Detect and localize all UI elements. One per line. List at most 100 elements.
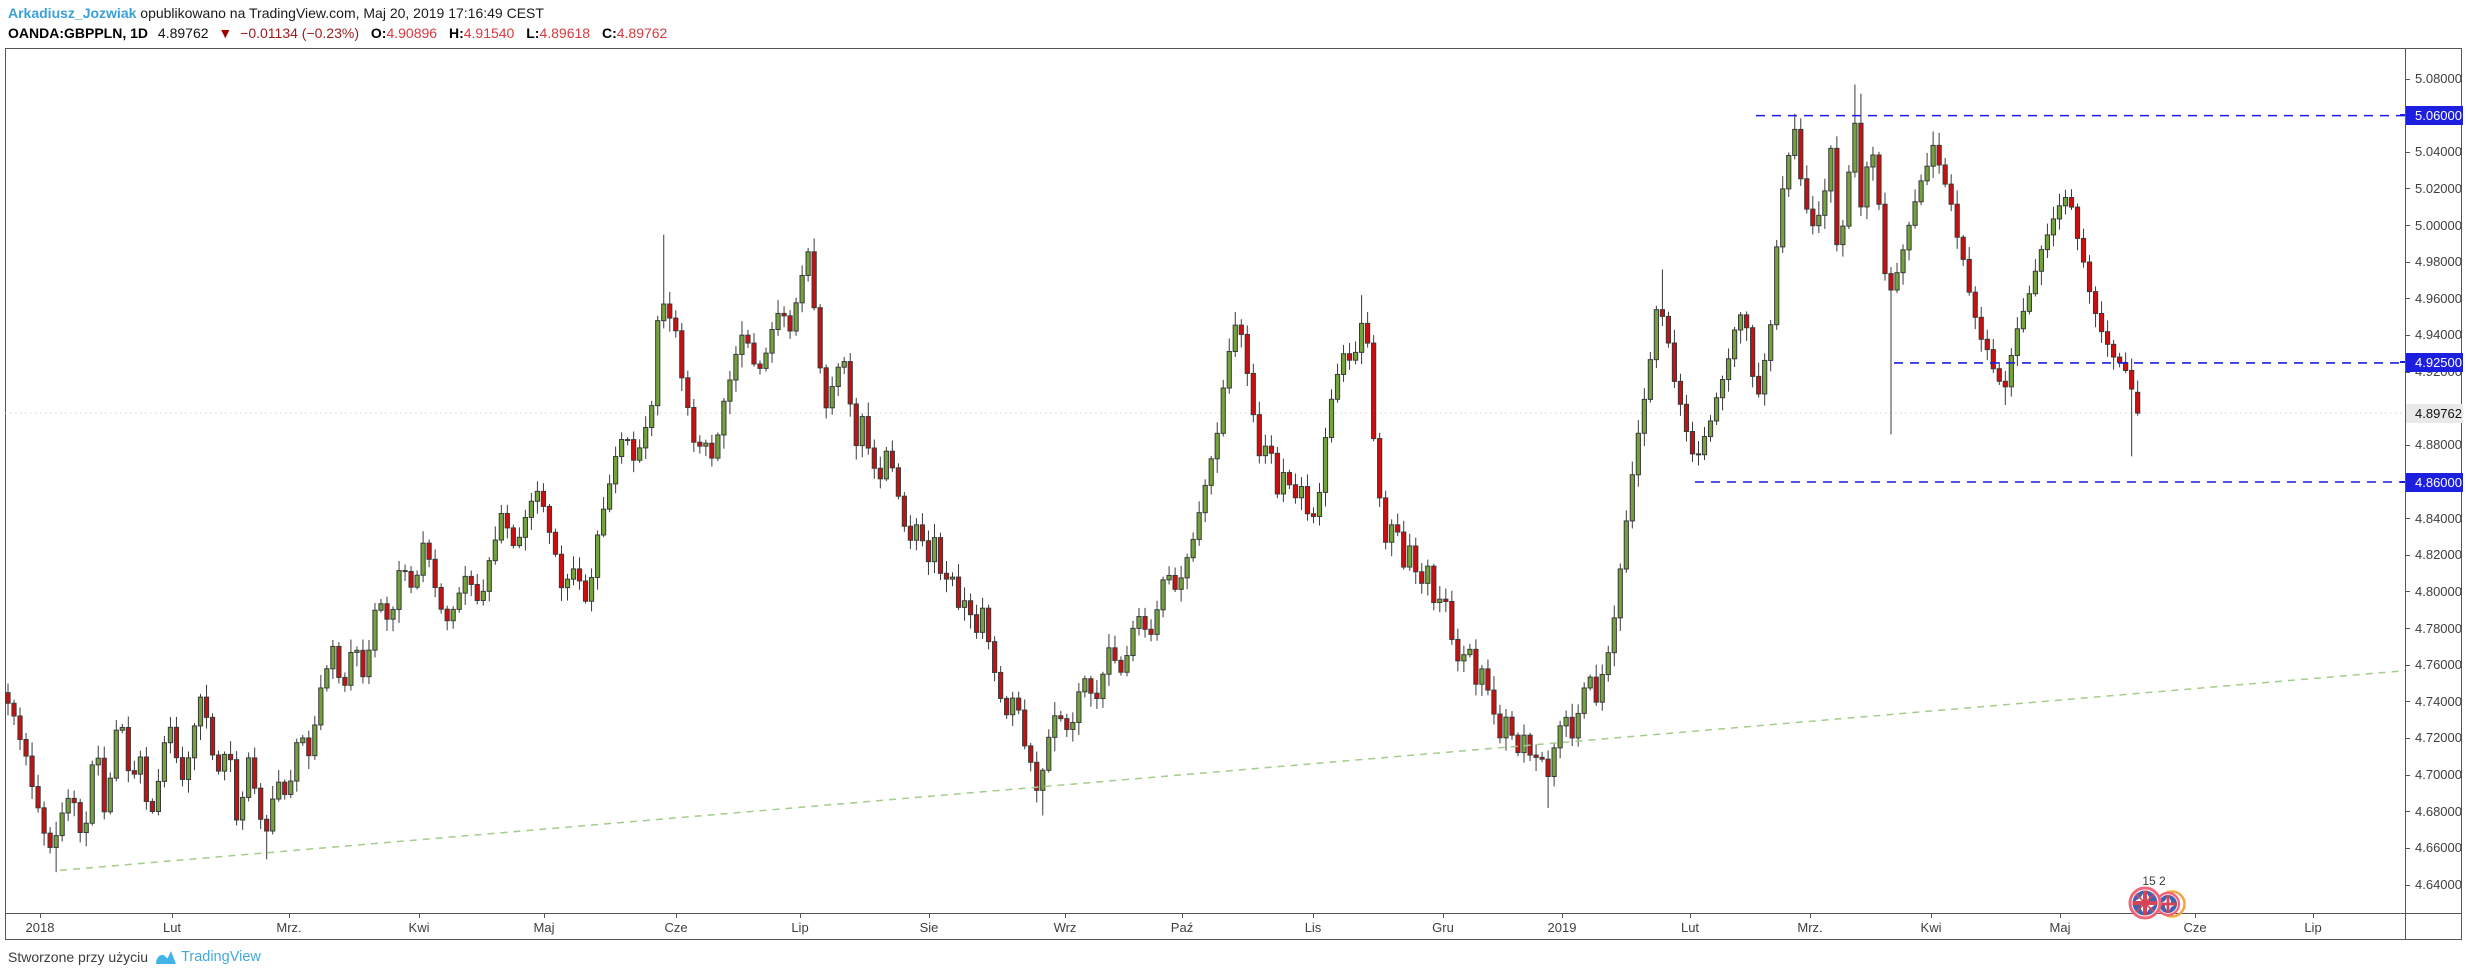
candle-down (1954, 203, 1960, 238)
time-tick (544, 914, 545, 918)
candle-up (2062, 197, 2069, 207)
candle-up (1768, 324, 1774, 361)
candle-up (769, 328, 775, 354)
candle-up (1906, 224, 1912, 251)
candle-down (895, 467, 901, 497)
candle-up (1334, 373, 1341, 400)
high-value: 4.91540 (463, 25, 515, 41)
candle-up (1629, 474, 1635, 522)
candle-down (1533, 754, 1539, 758)
author-link[interactable]: Arkadiusz_Jozwiak (8, 5, 137, 21)
candle-up (793, 302, 799, 332)
candle-up (516, 536, 522, 547)
candle-up (1930, 144, 1936, 167)
price-chart-canvas[interactable] (5, 48, 2405, 913)
candle-up (564, 578, 571, 589)
candle-up (294, 742, 300, 782)
candle-up (1581, 687, 1587, 714)
candle-down (817, 307, 823, 369)
candle-down (1142, 616, 1148, 630)
candle-down (504, 512, 510, 529)
candle-up (1786, 154, 1792, 190)
candle-up (1154, 609, 1160, 635)
close-label: C: (601, 25, 617, 41)
candle-down (384, 603, 390, 620)
candle-up (1389, 524, 1395, 543)
candle-up (1846, 171, 1852, 227)
last-price-value: 4.89762 (157, 25, 209, 41)
candle-up (883, 450, 889, 480)
candle-up (89, 764, 95, 824)
candle-down (751, 342, 757, 365)
candle-down (2002, 380, 2008, 388)
candle-down (203, 696, 210, 718)
candle-up (1792, 128, 1798, 156)
candle-down (1798, 128, 1804, 180)
candle-down (1744, 314, 1750, 329)
candle-up (1070, 721, 1076, 730)
candle-up (1184, 557, 1190, 579)
candle-up (2026, 293, 2032, 312)
candle-up (721, 400, 727, 436)
candle-up (1725, 358, 1732, 381)
price-tick (2406, 554, 2410, 556)
price-tick (2406, 444, 2410, 446)
price-tick-label: 4.66000 (2415, 840, 2462, 856)
candle-up (1106, 647, 1112, 675)
candle-down (35, 786, 41, 809)
candle-up (119, 726, 125, 731)
candle-up (1280, 472, 1286, 495)
tradingview-link[interactable]: TradingView (181, 949, 261, 965)
time-tick (2195, 914, 2196, 918)
price-tick-label: 5.02000 (2415, 180, 2462, 196)
time-tick (1810, 914, 1811, 918)
close-value: 4.89762 (616, 25, 668, 41)
candle-up (1437, 598, 1443, 603)
candle-down (1888, 273, 1894, 291)
price-tick (2406, 151, 2410, 153)
candle-down (787, 315, 793, 332)
price-tick (2406, 811, 2410, 813)
candle-up (655, 320, 661, 407)
time-tick-label: 2018 (25, 920, 55, 935)
candle-up (829, 386, 835, 409)
candle-down (2111, 343, 2117, 358)
candle-down (1966, 258, 1972, 293)
candle-up (979, 607, 986, 633)
candle-up (1160, 579, 1166, 611)
candle-up (1816, 214, 1822, 227)
candle-up (414, 574, 420, 588)
candle-up (1503, 716, 1509, 739)
candle-up (607, 483, 613, 510)
candle-up (1731, 329, 1738, 360)
candle-down (1292, 484, 1299, 499)
candle-down (667, 303, 673, 319)
candle-down (625, 439, 631, 442)
candle-up (1214, 432, 1220, 460)
candle-up (1316, 491, 1323, 517)
candle-down (1665, 315, 1672, 344)
time-axis[interactable]: 2018 Lut Mrz. Kwi Maj Cze Lip Sie Wrz Paź Lis Gru 20… (5, 914, 2405, 940)
candle-up (2014, 328, 2020, 356)
candle-down (992, 641, 998, 673)
candle-down (1250, 372, 1256, 416)
price-tick (2406, 774, 2410, 776)
candle-down (871, 447, 877, 469)
candle-down (1593, 676, 1599, 703)
attribution-bar: Stworzone przy użyciu TradingView (8, 948, 261, 966)
time-tick-label: Lut (1680, 920, 1700, 935)
tradingview-logo-icon (156, 951, 177, 964)
candle-down (1004, 697, 1010, 716)
candle-up (1623, 520, 1629, 570)
price-tick-label: 5.00000 (2415, 217, 2462, 233)
candle-up (1010, 697, 1016, 716)
trendline[interactable] (59, 669, 2405, 872)
candle-down (1545, 758, 1551, 777)
candle-down (757, 363, 763, 369)
price-axis[interactable]: 5.08000 5.06000 5.04000 5.02000 5.00000 4.980… (2400, 48, 2463, 913)
price-level-label: 4.86000 (2400, 472, 2463, 492)
candle-down (252, 757, 258, 789)
candle-up (1924, 165, 1930, 182)
candle-up (1822, 190, 1828, 216)
candle-down (973, 614, 980, 633)
